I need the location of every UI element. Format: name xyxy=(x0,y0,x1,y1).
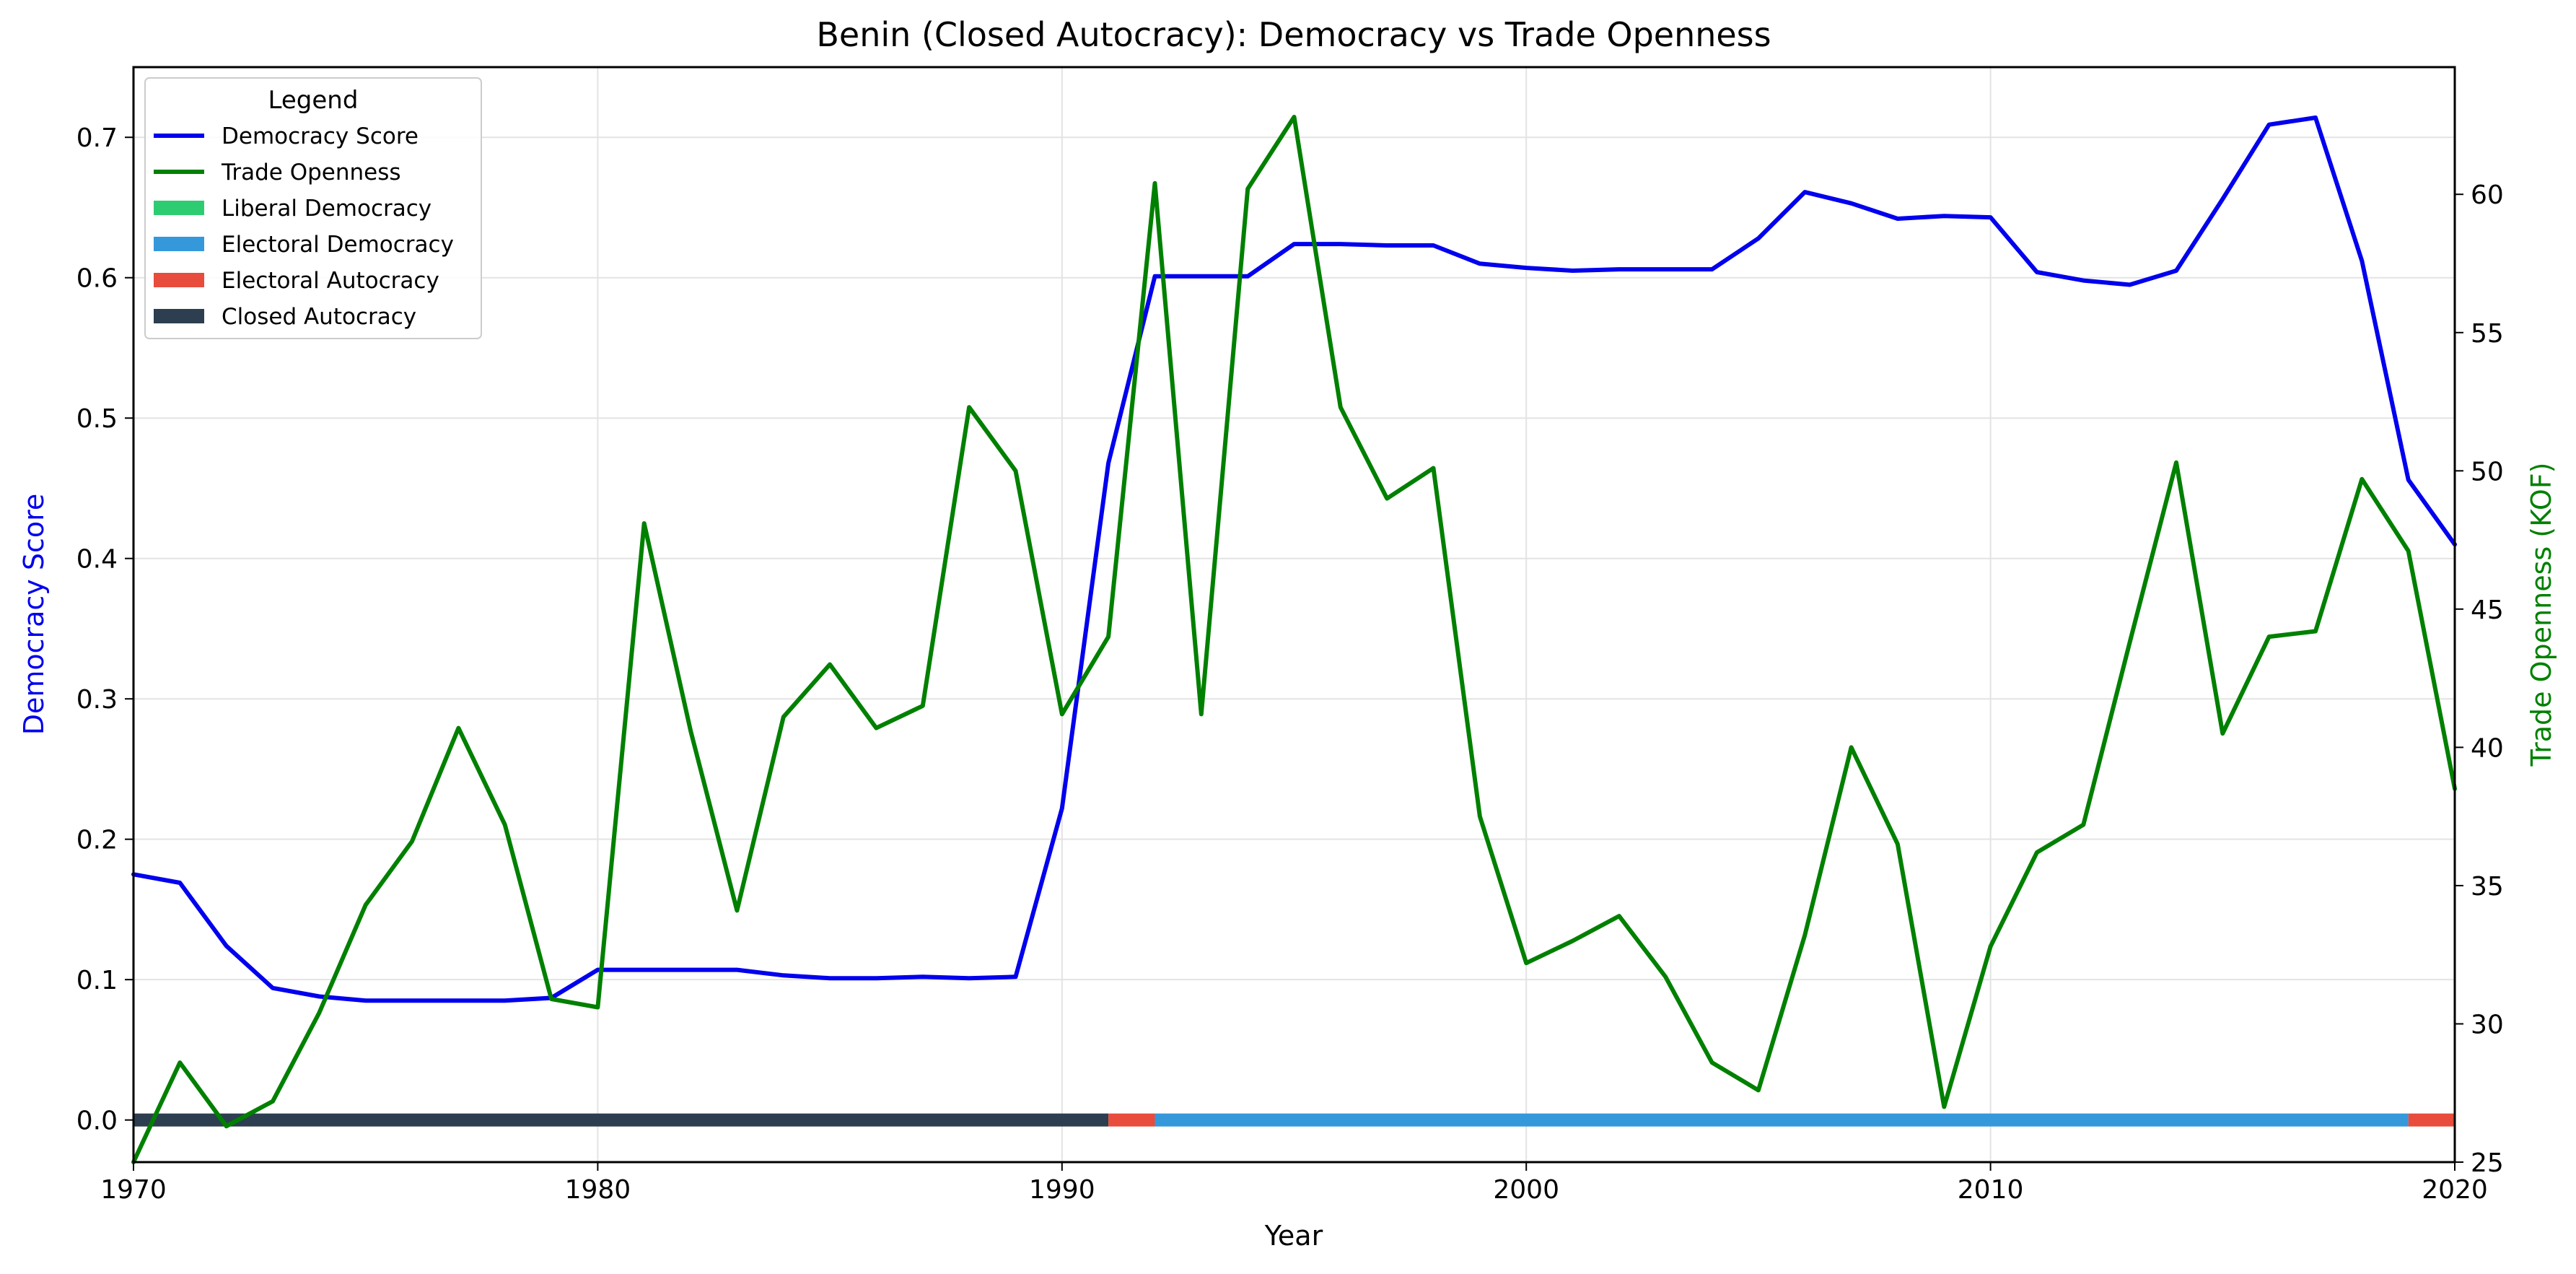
legend-entry-label: Liberal Democracy xyxy=(222,196,431,222)
y-left-tick-label: 0.7 xyxy=(76,123,118,153)
regime-band xyxy=(2408,1113,2455,1127)
legend-patch-swatch xyxy=(154,201,204,215)
x-axis-label: Year xyxy=(1264,1220,1323,1252)
y-left-tick-label: 0.5 xyxy=(76,404,118,434)
legend-entry-label: Electoral Democracy xyxy=(222,232,454,258)
y-right-tick-label: 30 xyxy=(2471,1010,2504,1039)
x-tick-label: 1980 xyxy=(565,1175,631,1205)
y-left-tick-label: 0.1 xyxy=(76,966,118,995)
x-tick-label: 2010 xyxy=(1958,1175,2024,1205)
x-tick-label: 2020 xyxy=(2422,1175,2488,1205)
y-right-tick-label: 35 xyxy=(2471,872,2504,902)
chart-title: Benin (Closed Autocracy): Democracy vs T… xyxy=(816,15,1771,54)
y-right-tick-label: 50 xyxy=(2471,457,2504,487)
plot-frame xyxy=(132,66,2456,1164)
y-right-tick-label: 25 xyxy=(2471,1148,2504,1178)
series-line xyxy=(131,115,2457,1003)
legend-entry-label: Closed Autocracy xyxy=(222,304,416,330)
y-right-tick-label: 45 xyxy=(2471,595,2504,625)
y-left-tick-label: 0.2 xyxy=(76,826,118,855)
y-right-tick-label: 60 xyxy=(2471,180,2504,210)
y-axis-right-label: Trade Openness (KOF) xyxy=(2525,462,2557,767)
regime-band xyxy=(1155,1113,2409,1127)
legend-patch-swatch xyxy=(154,309,204,323)
legend-frame xyxy=(144,77,482,339)
series-lines xyxy=(131,115,2457,1164)
legend-patch-swatch xyxy=(154,237,204,251)
legend-patch-swatch xyxy=(154,273,204,287)
regime-bands xyxy=(133,1113,2455,1127)
regime-band xyxy=(1108,1113,1155,1127)
y-left-tick-label: 0.3 xyxy=(76,685,118,715)
y-left-tick-label: 0.0 xyxy=(76,1107,118,1136)
y-axis-left-label: Democracy Score xyxy=(18,494,50,736)
legend-entry-label: Trade Openness xyxy=(221,160,401,186)
series-line xyxy=(131,115,2457,1164)
x-tick-label: 1990 xyxy=(1029,1175,1095,1205)
regime-band xyxy=(133,1113,1109,1127)
y-left-tick-label: 0.4 xyxy=(76,545,118,575)
axes: 1970 1980 1990 2000 2010 2020 0.0 0.1 0.2 0.3 0.4 0… xyxy=(76,123,2504,1205)
legend: Legend Democracy Score Trade Openness Libe… xyxy=(144,77,482,339)
y-right-tick-label: 40 xyxy=(2471,733,2504,763)
y-right-tick-label: 55 xyxy=(2471,319,2504,349)
y-left-tick-label: 0.6 xyxy=(76,264,118,294)
x-tick-label: 1970 xyxy=(100,1175,167,1205)
legend-title: Legend xyxy=(268,86,359,115)
x-tick-label: 2000 xyxy=(1493,1175,1559,1205)
legend-entry-label: Democracy Score xyxy=(222,123,419,149)
legend-entry-label: Electoral Autocracy xyxy=(222,268,439,294)
